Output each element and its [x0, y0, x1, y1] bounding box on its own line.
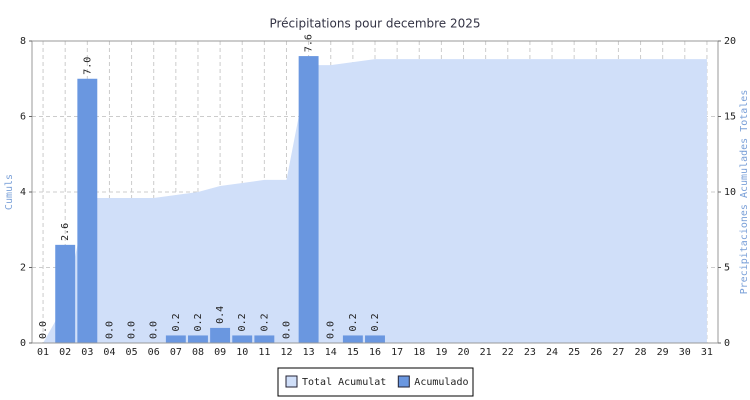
x-tick-label: 12: [280, 347, 292, 358]
y-tick-label: 0: [20, 338, 26, 349]
x-tick-label: 21: [480, 347, 492, 358]
bar: [254, 335, 275, 343]
x-tick-label: 15: [347, 347, 359, 358]
chart-title: Précipitations pour decembre 2025: [269, 17, 480, 31]
y2-tick-label: 5: [724, 263, 730, 274]
y2-tick-label: 0: [724, 338, 730, 349]
data-label: 0.0: [281, 321, 292, 339]
bar: [77, 78, 98, 343]
y-axis-title: Cumuls: [4, 174, 15, 210]
legend-label: Acumulado: [414, 377, 468, 388]
y-tick-label: 6: [20, 112, 26, 123]
legend-swatch: [285, 375, 298, 388]
x-tick-label: 03: [81, 347, 93, 358]
bar: [55, 244, 76, 343]
bar: [210, 327, 231, 343]
bar: [165, 335, 186, 343]
data-label: 0.4: [215, 306, 226, 324]
legend-label: Total Acumulat: [302, 377, 386, 388]
x-tick-label: 28: [635, 347, 647, 358]
x-tick-label: 11: [258, 347, 270, 358]
x-tick-label: 08: [192, 347, 204, 358]
x-tick-label: 27: [612, 347, 624, 358]
x-tick-label: 13: [303, 347, 315, 358]
data-label: 0.0: [104, 321, 115, 339]
data-label: 0.2: [193, 313, 204, 331]
x-tick-label: 10: [236, 347, 248, 358]
x-tick-label: 24: [546, 347, 558, 358]
data-label: 0.0: [149, 321, 160, 339]
y2-tick-label: 15: [724, 112, 736, 123]
y2-axis-title: Precipitaciones Acumulades Totales: [739, 90, 750, 295]
x-tick-label: 20: [457, 347, 469, 358]
data-label: 0.2: [171, 313, 182, 331]
bar: [298, 56, 319, 343]
x-tick-label: 19: [435, 347, 447, 358]
x-tick-label: 02: [59, 347, 71, 358]
y2-tick-label: 10: [724, 187, 736, 198]
x-tick-label: 07: [170, 347, 182, 358]
x-tick-label: 22: [502, 347, 514, 358]
bar: [232, 335, 253, 343]
x-tick-label: 29: [657, 347, 669, 358]
bar: [188, 335, 208, 343]
data-label: 7.0: [82, 57, 93, 75]
x-tick-label: 31: [701, 347, 713, 358]
legend-box: [277, 367, 474, 397]
x-tick-label: 09: [214, 347, 226, 358]
area: [43, 59, 707, 344]
data-label: 2.6: [60, 223, 71, 241]
data-label: 0.2: [259, 313, 270, 331]
x-tick-label: 17: [391, 347, 403, 358]
x-tick-label: 06: [148, 347, 160, 358]
x-tick-label: 01: [37, 347, 49, 358]
data-label: 0.0: [38, 321, 49, 339]
data-label: 0.2: [370, 313, 381, 331]
y2-tick-label: 20: [724, 36, 736, 47]
data-label: 7.6: [304, 34, 315, 52]
x-tick-label: 05: [126, 347, 138, 358]
x-tick-label: 18: [413, 347, 425, 358]
x-tick-label: 14: [325, 347, 337, 358]
data-label: 0.0: [326, 321, 337, 339]
bar: [342, 335, 363, 343]
y-tick-label: 2: [20, 263, 26, 274]
legend-swatch: [397, 375, 410, 388]
bar: [365, 335, 385, 343]
x-tick-label: 23: [524, 347, 536, 358]
x-tick-label: 25: [568, 347, 580, 358]
y-tick-label: 8: [20, 36, 26, 47]
x-tick-label: 04: [103, 347, 115, 358]
data-label: 0.2: [237, 313, 248, 331]
x-tick-label: 16: [369, 347, 381, 358]
x-tick-label: 26: [590, 347, 602, 358]
y-tick-label: 4: [20, 187, 26, 198]
data-label: 0.0: [127, 321, 138, 339]
data-label: 0.2: [348, 313, 359, 331]
x-tick-label: 30: [679, 347, 691, 358]
